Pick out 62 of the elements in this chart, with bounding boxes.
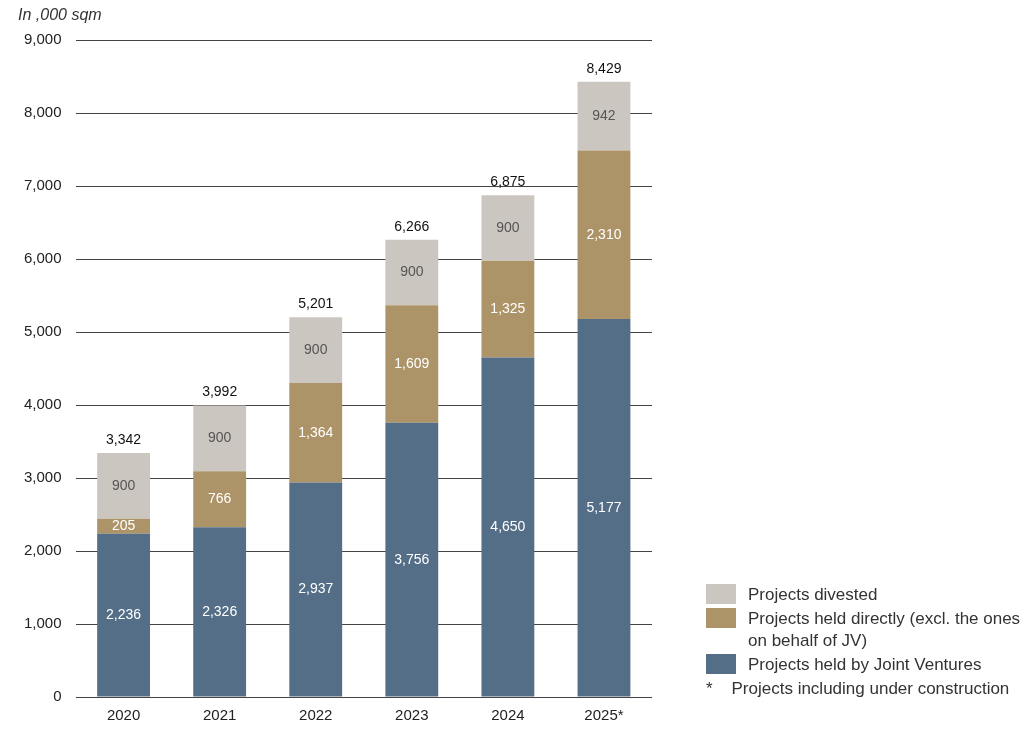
y-tick-label: 9,000 — [23, 30, 62, 48]
bar — [289, 383, 343, 483]
data-label: 900 — [400, 263, 424, 280]
y-tick-label: 6,000 — [23, 249, 62, 267]
x-tick-label: 2022 — [299, 706, 333, 724]
bar — [193, 527, 247, 697]
bar — [481, 357, 535, 697]
bar — [385, 305, 439, 423]
bar — [385, 239, 439, 306]
bar — [193, 471, 247, 528]
y-tick-label: 2,000 — [23, 541, 62, 559]
total-label: 3,342 — [106, 430, 142, 447]
data-label: 2,310 — [586, 225, 622, 242]
y-tick-label: 1,000 — [23, 614, 62, 632]
bar — [385, 422, 439, 697]
x-tick-label: 2020 — [106, 706, 141, 724]
y-tick-label: 7,000 — [23, 176, 62, 194]
bar — [577, 81, 631, 151]
total-label: 3,992 — [202, 383, 238, 400]
data-label: 900 — [111, 476, 136, 493]
bar — [577, 319, 631, 697]
data-label: 2,326 — [202, 602, 238, 619]
bar — [97, 453, 150, 519]
y-tick-label: 5,000 — [23, 322, 62, 340]
y-tick-label: 0 — [53, 687, 62, 705]
data-label: 766 — [207, 490, 232, 507]
y-tick-label: 4,000 — [23, 395, 62, 413]
x-tick-label: 2021 — [202, 706, 237, 724]
y-tick-label: 3,000 — [23, 468, 62, 486]
data-label: 942 — [592, 106, 616, 123]
data-label: 1,609 — [394, 354, 430, 371]
x-tick-label: 2023 — [395, 706, 429, 724]
x-tick-label: 2024 — [491, 706, 525, 724]
y-axis-title: In ,000 sqm — [18, 6, 102, 24]
data-label: 5,177 — [586, 498, 622, 515]
bar — [97, 533, 150, 697]
data-label: 1,325 — [490, 300, 526, 317]
data-label: 900 — [304, 341, 328, 358]
bar — [193, 405, 247, 472]
data-label: 900 — [207, 429, 232, 446]
bar — [481, 195, 535, 261]
bar — [481, 260, 535, 358]
data-label: 3,756 — [394, 550, 430, 567]
text: * Projects including under construction — [706, 678, 1011, 700]
data-label: 2,236 — [106, 606, 142, 622]
x-tick-label: 2025* — [584, 706, 624, 724]
data-label: 4,650 — [490, 517, 526, 534]
total-label: 6,875 — [490, 172, 526, 189]
data-label: 2,937 — [298, 580, 334, 597]
total-label: 5,201 — [298, 295, 334, 312]
total-label: 8,429 — [586, 59, 622, 76]
bar — [577, 150, 631, 320]
bar — [289, 482, 343, 697]
total-label: 6,266 — [394, 217, 430, 234]
data-label: 205 — [111, 517, 136, 534]
legend-label: Projects divested — [748, 584, 878, 606]
data-label: 1,364 — [298, 423, 334, 440]
y-tick-label: 8,000 — [23, 103, 62, 121]
legend-label: Projects held by Joint Ventures — [748, 654, 982, 676]
data-label: 900 — [496, 218, 520, 235]
legend-label: Projects held directly (excl. the ones on behalf of JV) — [748, 608, 1022, 652]
bar — [289, 317, 343, 384]
